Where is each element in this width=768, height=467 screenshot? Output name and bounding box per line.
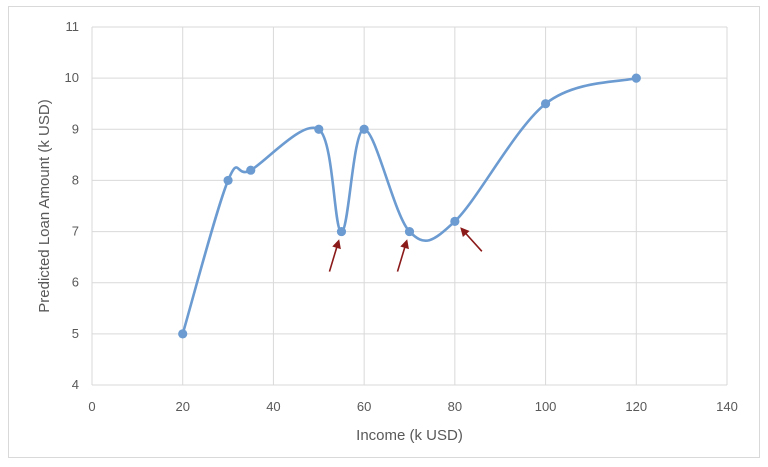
data-point-5 [359, 124, 369, 134]
data-point-9 [631, 73, 641, 83]
data-point-3 [314, 124, 324, 134]
x-tick-label-1: 20 [175, 399, 189, 414]
y-tick-label-1: 5 [72, 326, 79, 341]
series-line-0 [181, 76, 638, 336]
y-tick-label-0: 4 [72, 377, 79, 392]
x-tick-label-7: 140 [716, 399, 738, 414]
y-tick-label-6: 10 [65, 70, 79, 85]
x-tick-label-3: 60 [357, 399, 371, 414]
data-point-6 [404, 226, 415, 237]
y-tick-label-5: 9 [72, 121, 79, 136]
data-point-4 [336, 226, 347, 237]
y-tick-labels: 4 5 6 7 8 9 10 11 [65, 19, 79, 392]
x-axis-label: Income (k USD) [356, 427, 463, 444]
data-point-8 [540, 99, 551, 109]
data-point-7 [450, 216, 460, 226]
data-point-2 [246, 165, 256, 175]
y-tick-label-2: 6 [72, 275, 79, 290]
x-tick-label-4: 80 [448, 399, 462, 414]
x-tick-label-5: 100 [535, 399, 557, 414]
x-tick-label-2: 40 [266, 399, 280, 414]
annotation-arrows [328, 227, 483, 272]
annotation-arrow-1 [396, 239, 409, 272]
y-axis-label: Predicted Loan Amount (k USD) [36, 99, 53, 312]
x-tick-label-6: 120 [625, 399, 647, 414]
x-tick-labels: 0 20 40 60 80 100 120 140 [88, 399, 737, 414]
y-tick-label-7: 11 [66, 19, 80, 34]
data-point-0 [178, 329, 188, 339]
annotation-arrow-2 [460, 227, 483, 252]
y-tick-label-4: 8 [72, 172, 79, 187]
x-tick-label-0: 0 [88, 399, 95, 414]
annotation-arrow-0 [328, 239, 341, 272]
data-point-1 [223, 175, 233, 186]
grid [91, 26, 728, 386]
y-tick-label-3: 7 [72, 224, 79, 239]
series-group [178, 73, 641, 339]
